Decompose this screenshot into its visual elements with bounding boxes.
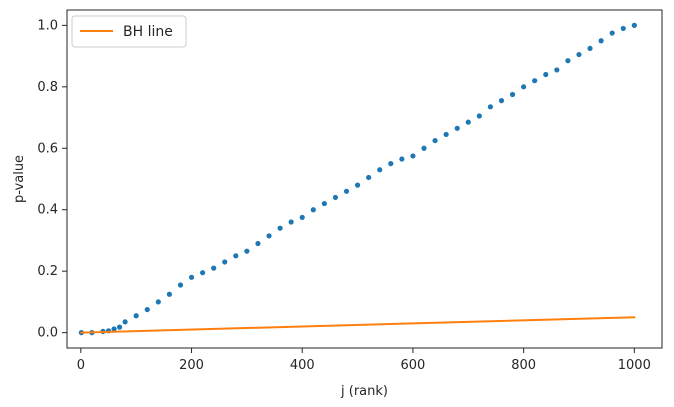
- x-tick-label-0: 0: [77, 358, 85, 373]
- p-value-point-25: [321, 200, 327, 207]
- p-value-point-5: [111, 326, 117, 332]
- p-value-point-29: [366, 174, 372, 181]
- x-tick-label-200: 200: [179, 358, 204, 373]
- legend: BH line: [71, 15, 187, 48]
- p-value-point-10: [155, 299, 161, 305]
- p-value-point-13: [188, 274, 195, 280]
- p-value-point-6: [116, 324, 123, 330]
- p-value-point-48: [576, 51, 582, 58]
- p-value-point-47: [565, 58, 571, 64]
- legend-box: [71, 15, 187, 48]
- legend-label-bh-line: BH line: [123, 24, 173, 40]
- p-value-point-12: [177, 282, 184, 288]
- p-value-point-44: [532, 78, 538, 84]
- p-value-point-50: [598, 38, 604, 44]
- p-value-point-38: [465, 119, 471, 125]
- y-tick-label-0-8: 0.8: [37, 80, 58, 95]
- axes: 0 200 400 600 800 1000 0.0 0.2 0.4 0.6 0.8 1.0: [37, 9, 663, 373]
- p-value-point-31: [388, 161, 394, 167]
- x-tick-label-800: 800: [511, 358, 536, 373]
- p-value-point-51: [609, 30, 615, 36]
- p-value-point-16: [222, 259, 228, 265]
- x-tick-label-600: 600: [401, 358, 426, 373]
- p-value-point-49: [587, 45, 593, 52]
- y-tick-label-1-0: 1.0: [37, 18, 58, 33]
- p-value-point-14: [200, 270, 206, 276]
- p-value-point-28: [354, 182, 361, 188]
- p-value-point-46: [554, 67, 560, 73]
- y-tick-label-0-6: 0.6: [37, 141, 58, 156]
- p-value-point-24: [310, 207, 316, 213]
- p-value-point-39: [476, 113, 482, 119]
- p-value-point-35: [432, 137, 438, 144]
- p-value-point-34: [421, 145, 427, 151]
- p-value-point-33: [410, 153, 416, 159]
- p-value-point-17: [233, 253, 239, 259]
- p-value-point-43: [521, 84, 527, 90]
- bh-line-series: [80, 316, 636, 334]
- p-value-point-36: [443, 131, 449, 138]
- p-value-point-21: [277, 225, 283, 231]
- p-value-point-11: [166, 291, 172, 297]
- p-value-point-26: [332, 194, 339, 201]
- plot-area: [78, 22, 637, 336]
- y-tick-label-0-2: 0.2: [37, 264, 58, 279]
- axes-frame: [66, 9, 663, 349]
- p-value-point-7: [122, 319, 128, 325]
- p-value-scatter-series: [78, 22, 637, 336]
- p-value-point-20: [266, 233, 272, 239]
- p-value-point-15: [211, 265, 217, 271]
- p-value-point-18: [244, 248, 250, 254]
- x-tick-label-1000: 1000: [618, 358, 651, 373]
- p-value-point-53: [631, 22, 637, 28]
- p-value-point-19: [255, 240, 261, 247]
- p-value-point-30: [377, 167, 383, 173]
- p-value-point-37: [454, 125, 460, 131]
- x-tick-label-400: 400: [290, 358, 315, 373]
- p-value-point-32: [399, 156, 405, 162]
- p-value-point-23: [299, 214, 305, 221]
- p-value-point-40: [487, 104, 494, 110]
- p-value-point-22: [288, 219, 294, 225]
- p-value-point-52: [620, 25, 626, 32]
- p-value-point-45: [543, 71, 549, 78]
- p-value-point-8: [133, 313, 139, 319]
- p-value-point-41: [498, 98, 505, 104]
- p-value-point-9: [144, 306, 150, 313]
- x-axis-label: j (rank): [340, 384, 388, 399]
- y-axis-label: p-value: [12, 155, 27, 203]
- p-value-point-42: [509, 91, 516, 98]
- y-tick-label-0-4: 0.4: [37, 203, 58, 218]
- p-value-point-27: [343, 188, 350, 194]
- y-tick-label-0-0: 0.0: [37, 326, 58, 341]
